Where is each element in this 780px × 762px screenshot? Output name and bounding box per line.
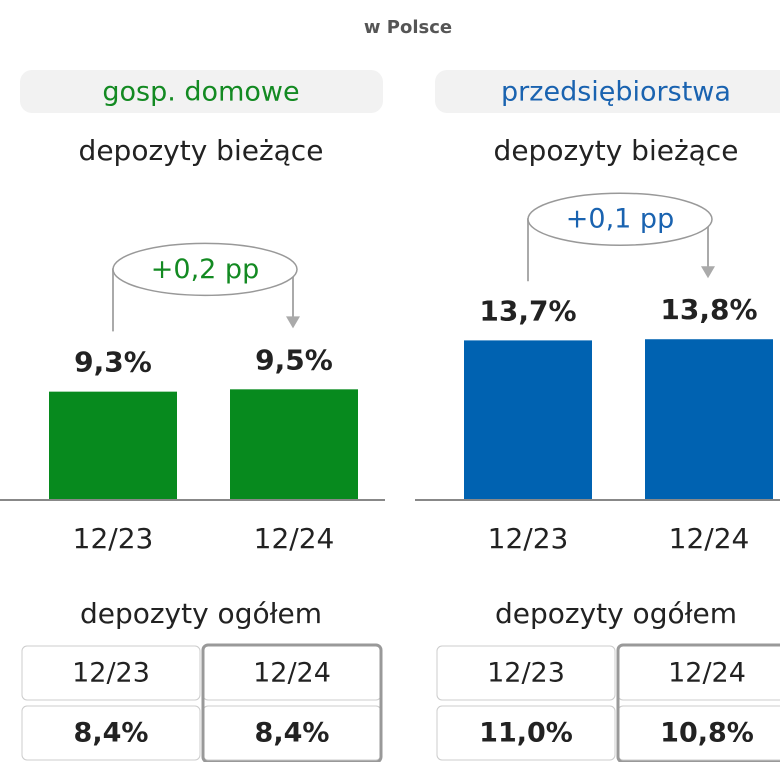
change-ellipse bbox=[527, 192, 713, 246]
table-value: 8,4% bbox=[74, 718, 149, 749]
table-header: 12/23 bbox=[487, 658, 565, 689]
value-label: 13,7% bbox=[479, 294, 576, 327]
table-header: 12/24 bbox=[253, 658, 331, 689]
category-label: 12/23 bbox=[73, 522, 154, 555]
total-title: depozyty ogółem bbox=[80, 597, 322, 630]
table-cell bbox=[21, 645, 201, 701]
total-title: depozyty ogółem bbox=[495, 597, 737, 630]
table-header: 12/24 bbox=[668, 658, 746, 689]
bar bbox=[464, 340, 592, 500]
segment-label: przedsiębiorstwa bbox=[501, 77, 731, 108]
highlight-column bbox=[616, 643, 780, 762]
value-label: 9,3% bbox=[74, 346, 152, 379]
segment-label: gosp. domowe bbox=[102, 77, 299, 108]
segment-pill bbox=[435, 70, 780, 113]
segment-pill bbox=[20, 70, 383, 113]
table-cell bbox=[436, 705, 616, 761]
category-label: 12/24 bbox=[254, 522, 335, 555]
change-ellipse bbox=[112, 242, 298, 297]
arrow-head bbox=[701, 266, 715, 279]
table-cell bbox=[21, 705, 201, 761]
table-value: 10,8% bbox=[660, 718, 754, 749]
subtitle: depozyty bieżące bbox=[494, 134, 739, 167]
change-label: +0,1 pp bbox=[566, 204, 674, 235]
table-value: 11,0% bbox=[479, 718, 573, 749]
value-label: 13,8% bbox=[660, 293, 757, 326]
value-label: 9,5% bbox=[255, 343, 333, 376]
arrow-head bbox=[286, 316, 300, 329]
highlight-column bbox=[201, 643, 383, 762]
table-header: 12/23 bbox=[72, 658, 150, 689]
bar bbox=[49, 391, 177, 500]
table-cell bbox=[436, 645, 616, 701]
category-label: 12/24 bbox=[669, 522, 750, 555]
bar bbox=[645, 339, 773, 500]
title: w Polsce bbox=[364, 17, 452, 38]
category-label: 12/23 bbox=[488, 522, 569, 555]
bar bbox=[230, 389, 358, 500]
change-label: +0,2 pp bbox=[151, 254, 259, 285]
subtitle: depozyty bieżące bbox=[79, 134, 324, 167]
table-value: 8,4% bbox=[255, 718, 330, 749]
